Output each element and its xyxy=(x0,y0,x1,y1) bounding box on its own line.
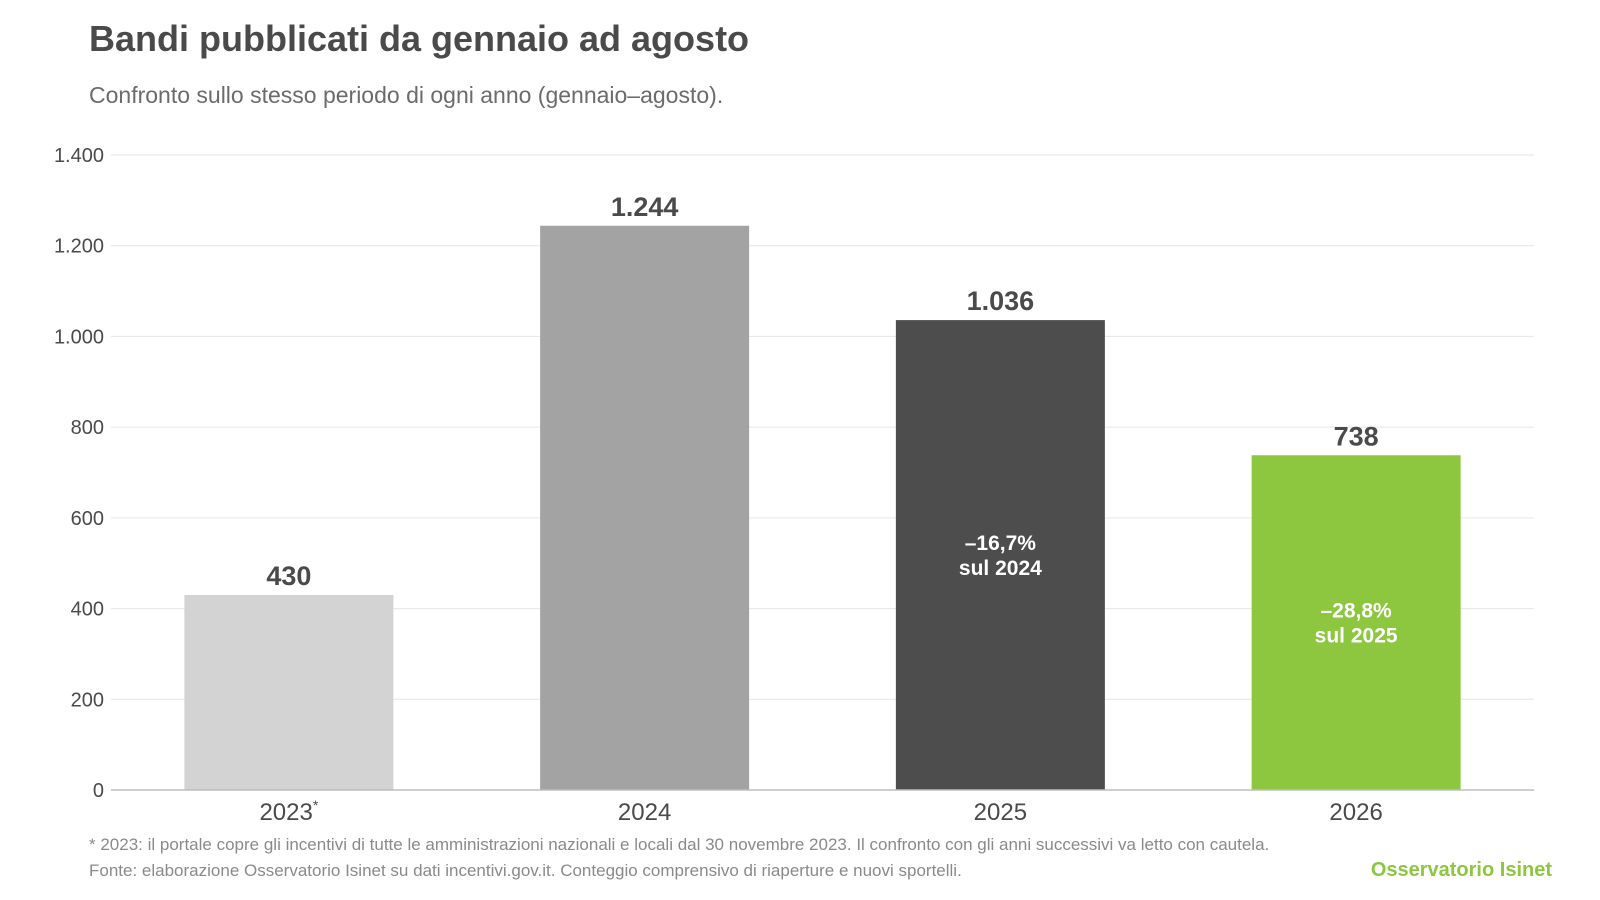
chart-title: Bandi pubblicati da gennaio ad agosto xyxy=(89,18,750,59)
bar-annotation-ref: sul 2025 xyxy=(1315,625,1398,648)
value-labels: 430 1.244 1.036 738 xyxy=(266,192,1378,591)
value-label: 738 xyxy=(1334,421,1379,451)
x-tick-label: 2026 xyxy=(1329,799,1382,826)
bar-2023 xyxy=(184,594,394,790)
value-label: 1.036 xyxy=(967,286,1035,316)
bar-annotation-ref: sul 2024 xyxy=(959,557,1042,580)
y-tick-label: 1.000 xyxy=(54,326,104,348)
bar-annotation-change: –28,8% xyxy=(1321,600,1393,623)
y-tick-label: 400 xyxy=(71,599,104,621)
bar-2024 xyxy=(540,225,750,790)
footnote: * 2023: il portale copre gli incentivi d… xyxy=(89,835,1270,854)
x-axis-ticks: 2023* 2024 2025 2026 xyxy=(259,797,1382,826)
bar-2025 xyxy=(895,320,1105,790)
bar-annotation-change: –16,7% xyxy=(965,532,1037,555)
value-label: 1.244 xyxy=(611,192,679,222)
bars xyxy=(184,225,1461,790)
y-axis-ticks: 0 200 400 600 800 1.000 1.200 1.400 xyxy=(54,145,104,802)
value-label: 430 xyxy=(266,561,311,591)
y-tick-label: 200 xyxy=(71,689,104,711)
y-tick-label: 600 xyxy=(71,508,104,530)
y-tick-label: 1.400 xyxy=(54,145,104,167)
x-tick-label: 2024 xyxy=(618,799,671,826)
bar-2026 xyxy=(1251,455,1461,790)
bar-annotations: –16,7%sul 2024 –28,8%sul 2025 xyxy=(959,532,1398,648)
y-tick-label: 1.200 xyxy=(54,236,104,258)
chart-subtitle: Confronto sullo stesso periodo di ogni a… xyxy=(89,82,724,108)
x-tick-footnote-mark: * xyxy=(313,797,319,813)
source-note: Fonte: elaborazione Osservatorio Isinet … xyxy=(89,861,962,880)
y-tick-label: 0 xyxy=(93,780,104,802)
brand-label: Osservatorio Isinet xyxy=(1370,859,1552,881)
y-tick-label: 800 xyxy=(71,417,104,439)
x-tick-label: 2023* xyxy=(259,797,318,826)
x-tick-label: 2025 xyxy=(974,799,1027,826)
